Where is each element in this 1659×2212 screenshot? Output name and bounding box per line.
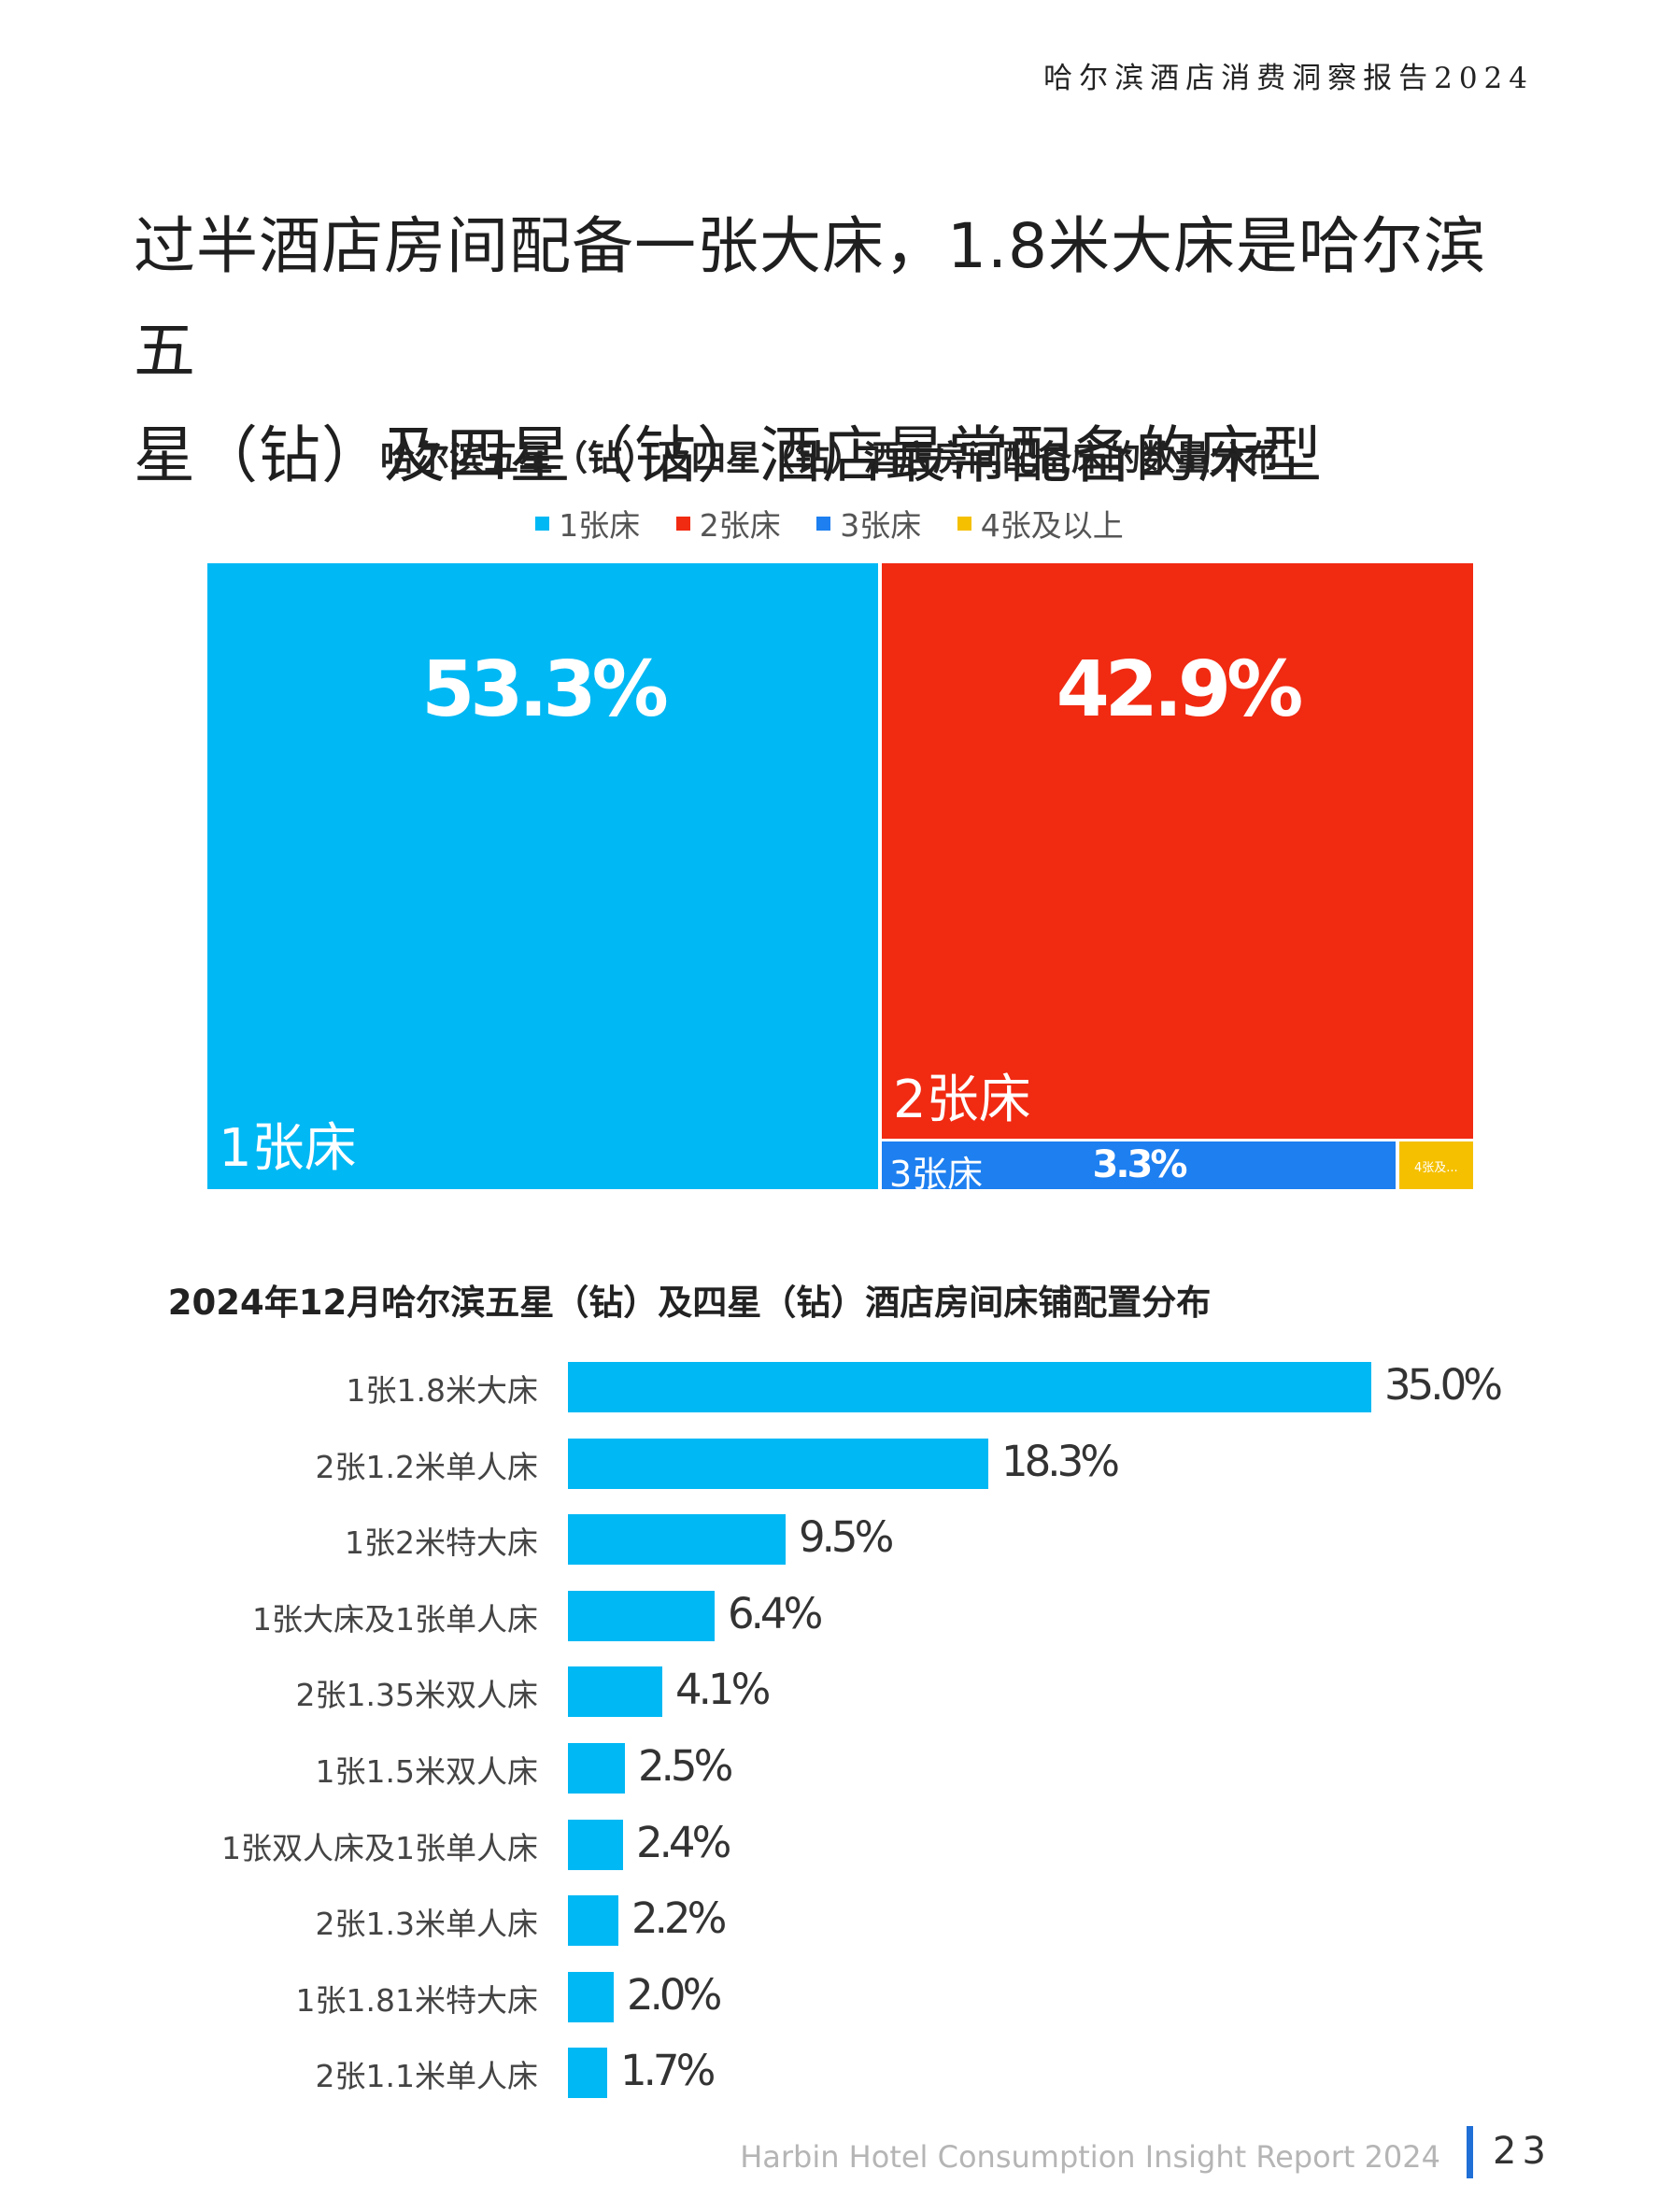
legend-swatch bbox=[816, 516, 831, 531]
legend-swatch bbox=[957, 516, 971, 531]
bar-category-label: 1张1.81米特大床 bbox=[295, 1981, 538, 2019]
tile-label: 4张及... bbox=[1414, 1161, 1458, 1175]
tile-value: 53.3% bbox=[421, 645, 668, 734]
bar-chart-title: 2024年12月哈尔滨五星（钻）及四星（钻）酒店房间床铺配置分布 bbox=[167, 1283, 1212, 1323]
treemap-tile-1-bed: 53.3% 1张床 bbox=[207, 563, 878, 1189]
bar bbox=[568, 1438, 988, 1489]
legend-label: 4张及以上 bbox=[980, 507, 1124, 544]
bar-value-label: 4.1% bbox=[675, 1665, 771, 1715]
tile-label: 3张床 bbox=[889, 1154, 984, 1189]
tile-value: 42.9% bbox=[1056, 645, 1303, 734]
bar bbox=[568, 1971, 614, 2022]
tile-label: 2张床 bbox=[893, 1070, 1031, 1130]
treemap-title: 哈尔滨五星（钻）及四星（钻）酒店房间配备床的数量分布 bbox=[380, 438, 1279, 478]
treemap-tile-2-beds: 42.9% 2张床 bbox=[882, 563, 1473, 1139]
legend-item-3-beds: 3张床 bbox=[816, 501, 921, 546]
legend-label: 1张床 bbox=[559, 507, 641, 544]
bar-value-label: 2.0% bbox=[627, 1969, 722, 2020]
page-title: 过半酒店房间配备一张大床，1.8米大床是哈尔滨五 星（钻）及四星（钻）酒店最常配… bbox=[134, 194, 1535, 508]
treemap-legend: 1张床 2张床 3张床 4张及以上 bbox=[0, 501, 1659, 546]
bar-value-label: 6.4% bbox=[728, 1588, 823, 1638]
page-number: 23 bbox=[1493, 2130, 1552, 2173]
tile-label: 1张床 bbox=[219, 1118, 357, 1179]
page-title-line2: 星（钻）及四星（钻）酒店最常配备的床型 bbox=[134, 419, 1323, 491]
treemap-tile-4-plus-beds: 4张及... bbox=[1399, 1141, 1473, 1189]
tile-value: 3.3% bbox=[1092, 1143, 1188, 1186]
legend-label: 2张床 bbox=[699, 507, 781, 544]
bar-value-label: 18.3% bbox=[1001, 1436, 1120, 1486]
bar bbox=[568, 1362, 1371, 1412]
bar bbox=[568, 1590, 715, 1641]
bar bbox=[568, 1666, 662, 1718]
legend-swatch bbox=[675, 516, 690, 531]
bar-category-label: 1张2米特大床 bbox=[345, 1524, 538, 1562]
bar bbox=[568, 1743, 625, 1794]
bar-category-label: 2张1.1米单人床 bbox=[315, 2058, 538, 2095]
report-header: 哈尔滨酒店消费洞察报告2024 bbox=[1043, 62, 1534, 95]
bar-value-label: 2.4% bbox=[636, 1817, 731, 1867]
bar-value-label: 1.7% bbox=[620, 2046, 716, 2096]
legend-swatch bbox=[535, 516, 550, 531]
bar-value-label: 9.5% bbox=[799, 1512, 894, 1563]
legend-item-2-beds: 2张床 bbox=[675, 501, 781, 546]
bar-category-label: 1张1.8米大床 bbox=[346, 1372, 538, 1409]
bar-value-label: 2.5% bbox=[638, 1741, 733, 1791]
bar-category-label: 2张1.35米双人床 bbox=[295, 1677, 538, 1714]
legend-item-1-bed: 1张床 bbox=[535, 501, 640, 546]
bar bbox=[568, 1819, 623, 1870]
bar bbox=[568, 1514, 786, 1566]
bar-value-label: 35.0% bbox=[1384, 1360, 1503, 1410]
footer-report-name: Harbin Hotel Consumption Insight Report … bbox=[740, 2139, 1440, 2175]
bar-category-label: 1张双人床及1张单人床 bbox=[221, 1829, 538, 1866]
bar bbox=[568, 2048, 607, 2099]
treemap-tile-3-beds: 3张床 3.3% bbox=[882, 1141, 1396, 1189]
bar-value-label: 2.2% bbox=[631, 1893, 727, 1944]
legend-label: 3张床 bbox=[840, 507, 922, 544]
bar bbox=[568, 1895, 618, 1947]
footer-accent-rule bbox=[1467, 2126, 1473, 2178]
legend-item-4-plus-beds: 4张及以上 bbox=[957, 501, 1124, 546]
bar-category-label: 1张1.5米双人床 bbox=[315, 1753, 538, 1790]
bar-category-label: 2张1.3米单人床 bbox=[315, 1906, 538, 1943]
bar-category-label: 2张1.2米单人床 bbox=[315, 1448, 538, 1485]
bar-category-label: 1张大床及1张单人床 bbox=[252, 1600, 538, 1638]
page-title-line1: 过半酒店房间配备一张大床，1.8米大床是哈尔滨五 bbox=[134, 210, 1486, 387]
